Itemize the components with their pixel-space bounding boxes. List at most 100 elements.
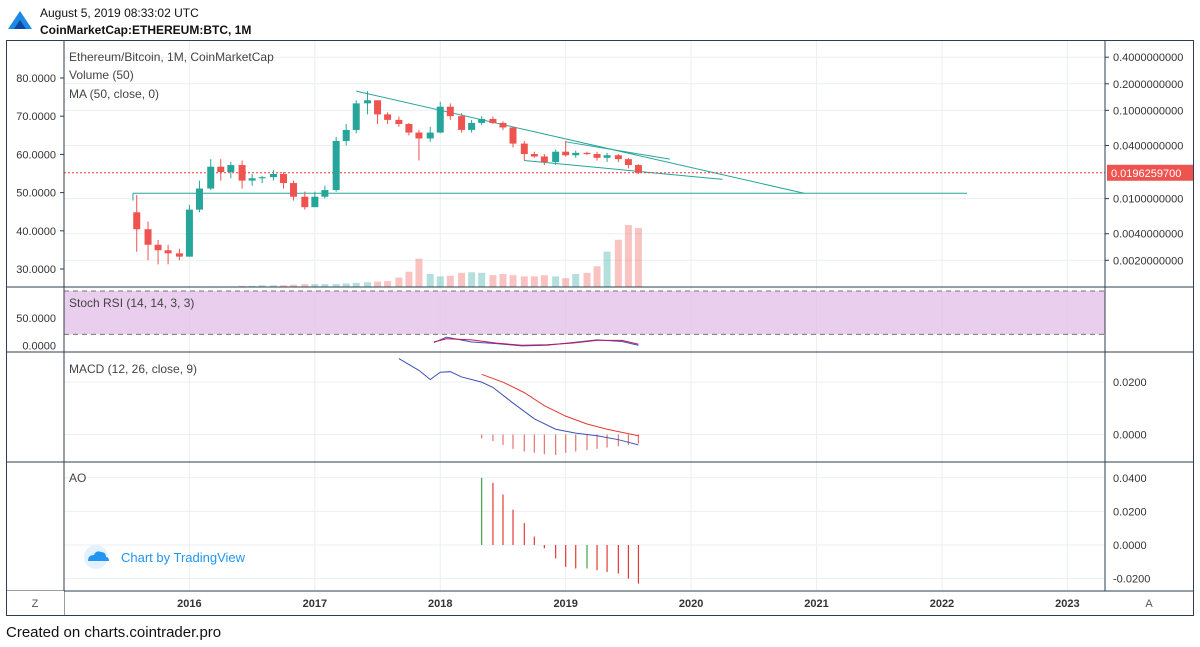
candle-body [217,166,225,173]
candle-body [552,151,560,162]
chart-canvas[interactable]: 2016 2017 2018 2019 2020 2021 2022 2023 0.400000… [7,41,1193,615]
candle-body [321,190,329,197]
trendline [356,90,805,194]
volume-bar [530,276,538,287]
volume-bar [311,284,319,287]
candle-body [583,152,591,155]
price-tick-label: 0.4000000000 [1113,52,1183,64]
macd-tick-label: 0.0000 [1113,429,1147,441]
trendline [524,160,723,180]
candle-body [311,196,319,208]
watermark-text: Chart by TradingView [121,550,246,565]
candle-body [478,118,486,123]
volume-bar [332,284,340,287]
candle-body [436,106,444,133]
stoch-rsi-band [64,291,1105,335]
price-tick-label: 0.0100000000 [1113,194,1183,206]
volume-bar [321,284,329,287]
candle-body [374,100,382,115]
volume-bar [583,272,591,287]
volume-bar [478,272,486,287]
candle-body [238,165,246,181]
volume-bar [301,284,309,287]
candle-body [175,253,183,257]
volume-bar [415,258,423,287]
auto-scale-a-button[interactable]: A [1145,598,1153,610]
main-title: Ethereum/Bitcoin, 1M, CoinMarketCap [69,50,274,64]
time-tick-label: 2022 [930,598,954,610]
time-tick-label: 2023 [1055,598,1079,610]
price-tick-label: 0.1000000000 [1113,105,1183,117]
candle-body [499,122,507,128]
cointrader-logo-icon [8,9,32,31]
time-tick-label: 2021 [804,598,828,610]
candle-body [562,151,570,156]
candle-body [227,165,235,173]
candle-body [446,106,454,117]
ma-tick-label: 70.0000 [16,111,56,123]
volume-bar [489,275,497,287]
volume-bar [248,285,256,287]
volume-bar [290,284,298,287]
candle-body [164,250,172,254]
volume-bar [520,276,528,287]
legend-volume: Volume (50) [69,68,134,82]
chart-frame[interactable]: 2016 2017 2018 2019 2020 2021 2022 2023 0.400000… [6,40,1194,616]
tradingview-watermark[interactable]: Chart by TradingView [84,545,246,569]
volume-bar [342,283,350,287]
candle-body [279,174,287,184]
volume-bar [614,239,622,287]
ma-tick-label: 30.0000 [16,264,56,276]
candle-body [468,122,476,130]
candle-body [195,188,203,210]
ao-title: AO [69,471,86,485]
volume-bar [238,285,246,287]
ao-pane [481,477,640,584]
candle-body [603,155,611,158]
ma-tick-label: 50.0000 [16,188,56,200]
volume-bar [426,274,434,287]
volume-bar [509,275,517,287]
time-tick-label: 2017 [303,598,327,610]
candle-body [290,183,298,197]
symbol-label: CoinMarketCap:ETHEREUM:BTC, 1M [40,23,252,37]
candle-body [342,129,350,141]
candles [133,91,642,265]
candle-body [269,174,277,178]
candle-body [593,154,601,158]
time-tick-label: 2020 [679,598,703,610]
stoch-rsi-tick-label: 50.0000 [16,313,56,325]
trendlines [64,90,1105,201]
candle-body [624,159,632,166]
candle-body [614,155,622,160]
volume-bar [624,225,632,287]
stoch-rsi-tick-label: 0.0000 [22,340,56,352]
candle-body [540,156,548,162]
candle-body [207,166,215,189]
candle-body [415,132,423,139]
time-tick-label: 2016 [177,598,201,610]
axes: 2016 2017 2018 2019 2020 2021 2022 2023 0.400000… [7,41,1193,615]
candle-body [520,143,528,155]
legend-ma: MA (50, close, 0) [69,87,159,101]
macd-title: MACD (12, 26, close, 9) [69,362,197,376]
ao-tick-label: 0.0000 [1113,540,1147,552]
candle-body [458,116,466,130]
candle-body [509,127,517,144]
volume-bar [552,276,560,287]
candle-body [405,124,413,133]
auto-scale-z-button[interactable]: Z [32,598,39,610]
macd-line [398,358,639,446]
time-tick-label: 2018 [428,598,452,610]
volume-bar [352,282,360,287]
stoch-rsi-d-line [433,338,639,346]
ma-tick-label: 40.0000 [16,226,56,238]
candle-body [572,152,580,156]
stoch-rsi-title: Stoch RSI (14, 14, 3, 3) [69,296,194,310]
candle-body [634,165,642,173]
candle-body [144,229,152,245]
volume-bar [468,272,476,287]
volume-bar [603,251,611,287]
ma-tick-label: 80.0000 [16,73,56,85]
volume-bar [374,281,382,287]
